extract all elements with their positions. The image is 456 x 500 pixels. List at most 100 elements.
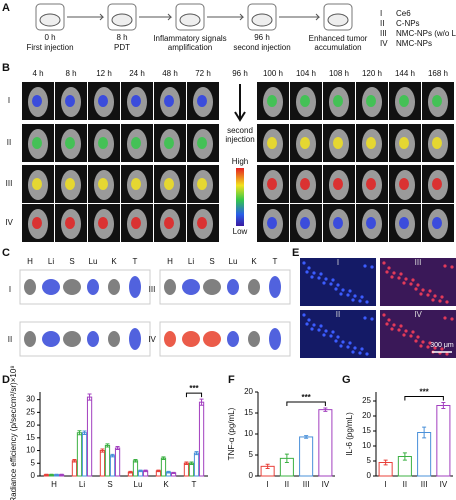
y-axis-label: Radiance efficiency (p/sec/cm²/sr)×10⁸ bbox=[9, 365, 18, 500]
signal bbox=[399, 178, 409, 190]
error-bar bbox=[133, 458, 138, 463]
nucleus bbox=[302, 313, 306, 317]
bar bbox=[132, 460, 139, 477]
organ bbox=[42, 279, 60, 295]
nucleus bbox=[363, 264, 367, 268]
organ bbox=[129, 276, 141, 298]
error-bar bbox=[422, 426, 427, 439]
signal bbox=[366, 217, 376, 229]
organ bbox=[182, 331, 200, 347]
significance-label: *** bbox=[189, 384, 199, 393]
error-bar bbox=[77, 430, 82, 436]
signal bbox=[32, 95, 42, 107]
organ bbox=[129, 328, 141, 350]
group-numeral: IV bbox=[380, 39, 388, 48]
signal bbox=[432, 217, 442, 229]
time-label: 144 h bbox=[395, 69, 415, 78]
nucleus bbox=[450, 265, 454, 269]
step-time: 0 h bbox=[44, 33, 55, 42]
nucleus bbox=[365, 300, 369, 304]
signal bbox=[267, 137, 277, 149]
row-label: I bbox=[8, 96, 10, 105]
organ-label: S bbox=[209, 257, 214, 266]
nucleus bbox=[445, 352, 449, 356]
y-tick-label: 5 bbox=[249, 450, 254, 459]
time-label: 8 h bbox=[65, 69, 76, 78]
nucleus bbox=[341, 340, 345, 344]
nucleus bbox=[421, 288, 425, 292]
nucleus bbox=[397, 276, 401, 280]
nucleus bbox=[414, 339, 418, 343]
organ bbox=[203, 331, 221, 347]
organ-label: S bbox=[69, 257, 74, 266]
group-numeral: I bbox=[380, 9, 382, 18]
signal bbox=[131, 178, 141, 190]
nucleus bbox=[409, 282, 413, 286]
nucleus bbox=[411, 330, 415, 334]
y-tick-label: 0 bbox=[367, 471, 372, 480]
nucleus bbox=[353, 294, 357, 298]
signal bbox=[366, 95, 376, 107]
bar bbox=[160, 457, 167, 477]
nucleus bbox=[390, 327, 394, 331]
x-tick-label: Lu bbox=[134, 480, 143, 489]
signal bbox=[164, 178, 174, 190]
signal bbox=[399, 137, 409, 149]
nucleus bbox=[409, 334, 413, 338]
mouse-icon bbox=[179, 13, 201, 27]
signal bbox=[98, 95, 108, 107]
bar bbox=[299, 436, 314, 477]
signal bbox=[131, 137, 141, 149]
nucleus bbox=[312, 323, 316, 327]
nucleus bbox=[443, 264, 447, 268]
time-label: 12 h bbox=[96, 69, 112, 78]
nucleus bbox=[411, 278, 415, 282]
nucleus bbox=[358, 299, 362, 303]
nucleus bbox=[392, 323, 396, 327]
x-tick-label: II bbox=[285, 480, 289, 489]
signal bbox=[432, 95, 442, 107]
signal bbox=[432, 137, 442, 149]
nucleus bbox=[404, 277, 408, 281]
signal bbox=[366, 178, 376, 190]
nucleus bbox=[319, 272, 323, 276]
time-label: 108 h bbox=[329, 69, 349, 78]
nucleus bbox=[370, 317, 374, 321]
nucleus bbox=[319, 324, 323, 328]
bar bbox=[99, 450, 106, 477]
y-tick-label: 15 bbox=[26, 433, 35, 442]
time-label: 120 h bbox=[362, 69, 382, 78]
y-tick-label: 20 bbox=[26, 420, 35, 429]
organ-image bbox=[159, 321, 291, 357]
nucleus bbox=[329, 282, 333, 286]
signal bbox=[65, 95, 75, 107]
signal bbox=[164, 217, 174, 229]
panel-label: F bbox=[228, 374, 235, 386]
bar bbox=[71, 460, 78, 477]
step-arrow bbox=[279, 13, 321, 21]
x-tick-label: III bbox=[421, 480, 428, 489]
nucleus bbox=[358, 351, 362, 355]
group-name: Ce6 bbox=[396, 9, 411, 18]
organ bbox=[269, 276, 281, 298]
scale-bar-label: 300 μm bbox=[430, 342, 454, 349]
bar bbox=[417, 432, 432, 477]
x-tick-label: Li bbox=[79, 480, 85, 489]
organ-label: T bbox=[133, 257, 138, 266]
mouse-icon bbox=[327, 13, 349, 27]
x-tick-label: III bbox=[303, 480, 310, 489]
group-name: NMC-NPs bbox=[396, 39, 432, 48]
group-label: II bbox=[336, 310, 340, 319]
error-bar bbox=[82, 430, 87, 436]
error-bar bbox=[323, 407, 328, 412]
significance-bracket bbox=[404, 396, 444, 401]
group-numeral: II bbox=[380, 19, 384, 28]
significance-label: *** bbox=[419, 388, 429, 397]
y-tick-label: 15 bbox=[244, 408, 253, 417]
panel-label: C bbox=[2, 247, 10, 259]
group-label: IV bbox=[414, 310, 422, 319]
x-tick-label: T bbox=[192, 480, 197, 489]
organ-label: Lu bbox=[89, 257, 98, 266]
